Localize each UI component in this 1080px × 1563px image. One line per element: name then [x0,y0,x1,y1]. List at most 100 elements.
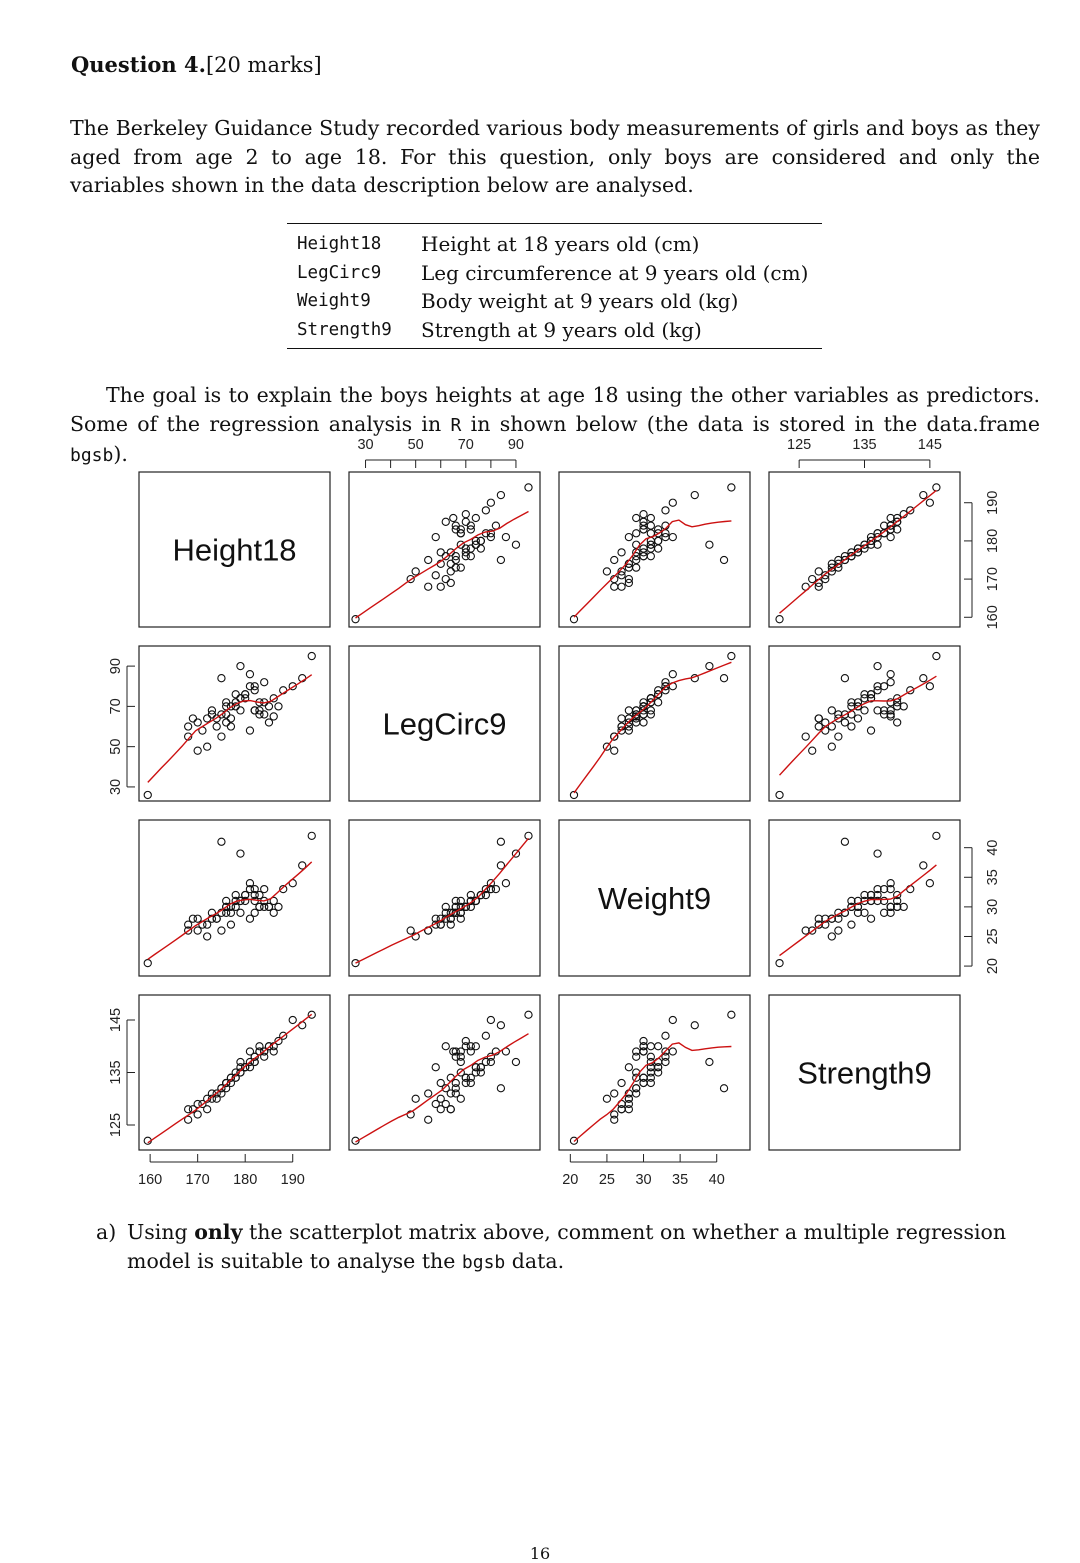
data-point [184,722,193,731]
variable-table: Height18 Height at 18 years old (cm) Leg… [287,223,822,349]
data-point [654,1063,663,1072]
data-point [827,742,836,751]
data-point [610,1089,619,1098]
data-point [212,914,221,923]
data-point [879,529,889,538]
panel-frame [768,819,961,977]
data-point [188,714,198,723]
axis-tick-label: 160 [985,605,1001,629]
axis-tick-label: 160 [138,1172,162,1188]
data-point [873,661,882,671]
data-point [481,1057,491,1067]
data-point [840,674,850,683]
data-point [222,718,231,727]
data-point [853,908,863,917]
data-point [264,1042,274,1051]
data-point [834,559,843,568]
axis-tick-label: 35 [985,869,1001,885]
data-point [873,706,882,715]
data-point [639,521,648,530]
variable-row: Height18 Height at 18 years old (cm) [287,230,822,259]
data-point [269,694,278,703]
data-point [893,702,902,711]
dataframe-name: bgsb [70,445,114,466]
r-language-name: R [450,414,462,436]
data-point [298,861,307,870]
data-point [821,726,830,735]
data-point [727,1010,736,1019]
variable-name: Height18 [297,234,382,255]
data-point [873,540,882,549]
data-point [274,1036,283,1046]
data-point [873,896,882,906]
data-point [486,1015,496,1025]
data-point [827,706,836,715]
data-point [879,884,889,894]
data-point [893,517,902,526]
panel-variable-label: Weight9 [598,881,711,916]
data-point [203,742,212,751]
data-point [279,1031,288,1040]
data-point [212,1094,221,1103]
question-number: Question 4. [71,52,206,77]
data-point [245,914,255,923]
data-point [217,710,226,719]
data-point [646,1078,655,1088]
data-point [250,682,259,691]
data-point [925,879,935,888]
data-point [456,1094,465,1103]
data-point [307,651,316,661]
data-point [446,578,455,588]
data-point [661,1031,670,1040]
question-marks: [20 marks] [205,53,322,77]
data-point [632,1084,641,1093]
data-point [496,861,506,870]
data-point [866,914,876,923]
data-point [886,678,895,687]
data-point [906,686,915,695]
data-point [617,1078,626,1088]
data-point [886,521,895,530]
data-point [436,1105,445,1114]
data-point [511,540,521,549]
data-point [719,674,729,683]
data-point [269,908,278,917]
data-point [193,1110,202,1119]
data-point [569,790,579,800]
data-point [632,1052,641,1061]
data-point [847,722,856,731]
variable-row: Weight9 Body weight at 9 years old (kg) [287,287,822,316]
data-point [436,582,445,591]
data-point [279,884,288,894]
data-point [639,710,648,719]
data-point [431,914,440,923]
data-point [860,706,869,715]
data-point [775,958,784,968]
data-point [466,525,475,534]
data-point [250,1052,259,1061]
data-point [840,710,850,719]
data-point [886,879,895,888]
data-point [646,513,655,523]
data-point [466,521,475,530]
variable-name: Weight9 [297,291,371,312]
variable-row: Strength9 Strength at 9 years old (kg) [287,316,822,345]
data-point [814,567,823,576]
data-point [617,1105,626,1114]
data-point [431,532,440,542]
data-point [456,1068,465,1077]
data-point [860,908,869,917]
data-point [886,884,895,894]
data-point [441,1099,450,1109]
data-point [451,902,460,912]
axis-tick-label: 50 [108,739,124,755]
data-point [879,706,889,715]
data-point [269,712,278,721]
data-point [466,1047,475,1056]
data-point [919,674,928,683]
data-point [451,563,460,572]
part-a-label: a) [96,1220,117,1244]
panel-frame [348,819,541,977]
data-point [260,884,269,894]
data-point [808,574,817,584]
